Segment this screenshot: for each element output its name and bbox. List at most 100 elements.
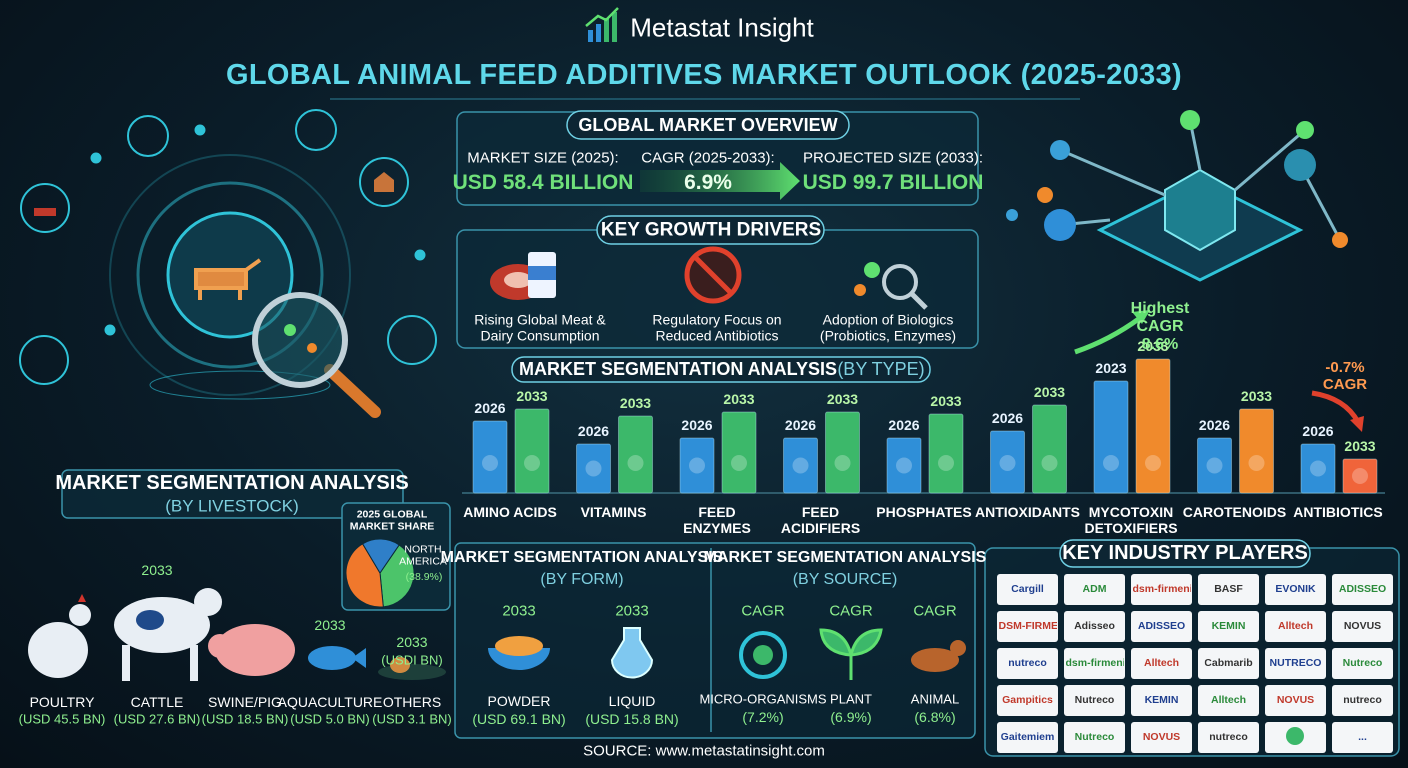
year-label: 2033: [314, 617, 346, 634]
form-name: POWDER: [487, 693, 551, 710]
bar-icon: [1206, 457, 1223, 474]
bar-icon: [896, 457, 912, 474]
category-label: FEED ACIDIFIERS: [780, 504, 861, 536]
source-value: (6.9%): [830, 709, 872, 726]
bar-year-label: 2026: [681, 417, 713, 434]
bar-icon: [1103, 455, 1119, 471]
annotation: -0.7% CAGR: [1322, 359, 1368, 393]
bar: [472, 420, 508, 494]
player-logo: Nutreco: [1074, 731, 1115, 743]
player-logo: NOVUS: [1276, 694, 1315, 706]
livestock-name: AQUACULTURE: [277, 694, 383, 711]
bar-icon: [792, 457, 809, 474]
section-title: MARKET SEGMENTATION ANALYSIS: [55, 471, 409, 494]
bar: [1342, 458, 1378, 494]
source-name: PLANT: [830, 691, 872, 707]
player-logo: Gaitemiem: [1000, 731, 1055, 743]
livestock-name: POULTRY: [29, 694, 95, 711]
bar-year-label: 2033: [1240, 388, 1273, 405]
logo-cell: [1198, 722, 1259, 753]
metric-value: USD 58.4 BILLION: [452, 171, 634, 195]
logo-cell: [1198, 685, 1259, 716]
livestock-name: SWINE/PIG: [208, 694, 282, 711]
bar-icon: [627, 455, 644, 471]
player-logo: Adisseo: [1074, 620, 1115, 632]
bar-year-label: 2026: [991, 410, 1024, 427]
category-label: FEED ENZYMES: [683, 504, 751, 536]
bar-year-label: 2023: [1095, 360, 1127, 377]
livestock-value: (USD 3.1 BN): [372, 711, 452, 727]
year-label: 2033: [502, 602, 536, 620]
bar: [1239, 408, 1274, 494]
section-title: MARKET SEGMENTATION ANALYSIS: [440, 549, 724, 567]
bar: [1032, 404, 1067, 494]
livestock-name: CATTLE: [130, 694, 184, 711]
logo-cell: [1332, 611, 1393, 642]
logo-cell: [997, 685, 1058, 716]
bar-icon: [1310, 460, 1326, 477]
form-name: LIQUID: [608, 693, 656, 710]
bar-year-label: 2033: [1137, 338, 1169, 355]
category-label: MYCOTOXIN DETOXIFIERS: [1084, 504, 1178, 536]
source-name: ANIMAL: [910, 691, 960, 707]
player-logo: Nutreco: [1074, 694, 1115, 706]
category-label: ANTIBIOTICS: [1293, 504, 1383, 520]
player-logo: NOVUS: [1142, 731, 1181, 743]
form-value: (USD 69.1 BN): [472, 711, 566, 728]
bar-year-label: 2026: [474, 400, 506, 417]
bar-year-label: 2033: [1344, 438, 1376, 455]
section-title: MARKET SEGMENTATION ANALYSIS: [703, 549, 987, 567]
section-subtitle: (BY TYPE): [837, 358, 925, 379]
logo-cell: [1064, 685, 1125, 716]
logo-cell: [997, 648, 1058, 679]
logo-cell: [1265, 574, 1326, 605]
logo-cell: [1265, 648, 1326, 679]
bar-icon: [689, 457, 705, 474]
player-logo: NOVUS: [1343, 620, 1382, 632]
bar: [721, 411, 757, 494]
page-title: GLOBAL ANIMAL FEED ADDITIVES MARKET OUTL…: [226, 58, 1182, 91]
livestock-icons: [28, 588, 446, 681]
logo-cell: [1131, 685, 1192, 716]
player-logo: nutreco: [1008, 657, 1047, 669]
logo-cell: [1332, 648, 1393, 679]
player-logo: Alltech: [1210, 694, 1247, 706]
pie-value-label: (38.9%): [405, 571, 443, 584]
section-title: MARKET SEGMENTATION ANALYSIS: [518, 358, 838, 379]
year-label: 2033: [615, 602, 649, 620]
bar: [886, 437, 922, 494]
bar-year-label: 2026: [888, 417, 920, 434]
pie-label: NORTH AMERICA: [399, 543, 447, 567]
bar-icon: [1041, 455, 1058, 471]
bar: [1093, 380, 1129, 494]
metric-value: USD 99.7 BILLION: [802, 171, 984, 195]
player-logo: nutreco: [1343, 694, 1382, 706]
player-logo: nutreco: [1209, 731, 1248, 743]
section-subtitle: (BY FORM): [540, 571, 624, 589]
driver-icons: [490, 246, 928, 310]
bar-icon: [834, 455, 851, 471]
bar: [679, 437, 715, 494]
livestock-value: (USD 5.0 BN): [290, 711, 370, 727]
metric-label: PROJECTED SIZE (2033):: [802, 149, 984, 167]
logo-cell: [1332, 685, 1393, 716]
category-label: CAROTENOIDS: [1182, 504, 1287, 520]
bar: [618, 415, 653, 494]
livestock-value: (USD 18.5 BN): [201, 711, 289, 727]
player-logo: Alltech: [1277, 620, 1314, 632]
source-name: MICRO-ORGANISMS: [699, 691, 827, 707]
section-subtitle: (BY LIVESTOCK): [165, 496, 299, 516]
driver-text: Rising Global Meat & Dairy Consumption: [474, 311, 606, 343]
bar: [928, 413, 964, 494]
logo-cell: [1198, 574, 1259, 605]
category-label: PHOSPHATES: [876, 504, 972, 520]
logo-cell: [1265, 685, 1326, 716]
player-logo: Cargill: [1011, 583, 1044, 595]
left-decoration: [19, 109, 437, 418]
player-logo: Gampitics: [1002, 694, 1053, 706]
logo-cell: [1332, 574, 1393, 605]
year-label: 2033: [396, 634, 428, 651]
bar-year-label: 2033: [516, 388, 548, 405]
bar: [1135, 358, 1171, 494]
